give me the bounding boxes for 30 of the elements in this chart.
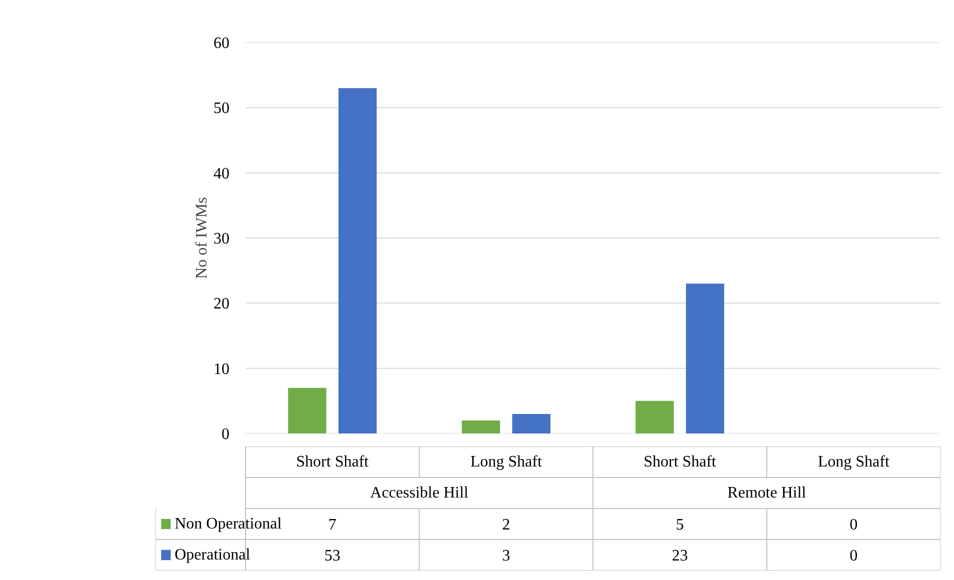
bar <box>636 400 674 434</box>
data-label: 0 <box>850 516 858 534</box>
y-axis-title: No of IWMs <box>194 197 210 279</box>
legend-label: Operational <box>174 546 251 564</box>
data-label: 5 <box>676 516 684 534</box>
bar <box>686 284 724 434</box>
bar <box>512 414 550 434</box>
x-tick-label: Long Shaft <box>470 454 542 470</box>
x-tick-label: Short Shaft <box>296 454 370 470</box>
y-tick-label: 30 <box>214 230 230 248</box>
data-label: 53 <box>324 548 340 564</box>
y-tick-label: 10 <box>214 360 230 378</box>
legend-label: Non Operational <box>174 516 282 532</box>
bar <box>288 388 326 434</box>
y-tick-label: 40 <box>214 165 230 182</box>
text: Accessible Hill <box>370 484 469 502</box>
data-label: 23 <box>672 548 688 564</box>
y-tick-label: 0 <box>222 426 230 443</box>
data-label: 3 <box>502 548 510 564</box>
y-tick-label: 50 <box>214 100 230 118</box>
y-tick-label: 20 <box>214 296 230 313</box>
data-label: 7 <box>328 516 336 534</box>
y-tick-label: 60 <box>214 35 230 52</box>
bar <box>338 88 377 434</box>
data-label: 0 <box>850 548 858 564</box>
x-tick-label: Short Shaft <box>644 454 717 470</box>
data-label: 2 <box>502 516 510 534</box>
bar <box>462 420 500 434</box>
x-tick-label: Long Shaft <box>818 454 890 470</box>
text: Remote Hill <box>727 484 807 502</box>
